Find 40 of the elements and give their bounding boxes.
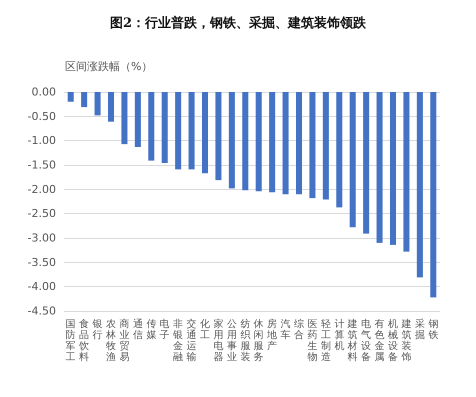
x-tick-label: 银行 (92, 319, 103, 341)
y-tick-label: -3.50 (28, 256, 56, 269)
x-tick-label: 国防军工 (66, 319, 76, 363)
x-tick-label: 电气设备 (361, 318, 372, 363)
y-axis-title: 区间涨跌幅（%） (65, 60, 152, 73)
x-tick-label: 房地产 (266, 318, 278, 352)
chart-title: 图2：行业普跌，钢铁、采掘、建筑装饰领跌 (110, 15, 368, 31)
x-tick-label: 商业贸易 (119, 318, 130, 363)
x-tick-label: 公用事业 (226, 318, 237, 363)
x-tick-label: 休闲服务 (254, 319, 264, 363)
x-tick-label: 建筑装饰 (400, 318, 412, 363)
x-tick-label: 通信 (132, 318, 143, 341)
x-tick-label: 钢铁 (427, 319, 438, 341)
x-tick-label: 医药生物 (307, 319, 318, 363)
y-tick-label: 0.00 (32, 86, 56, 98)
x-tick-label: 传媒 (146, 319, 156, 341)
y-tick-label: -3.00 (28, 232, 56, 244)
x-tick-label: 食品饮料 (78, 318, 90, 363)
x-tick-label: 非银金融 (172, 318, 184, 363)
x-tick-label: 电子 (160, 318, 170, 341)
x-tick-label: 农林牧渔 (105, 319, 116, 363)
x-tick-label: 机械设备 (388, 318, 398, 363)
y-tick-label: -0.50 (28, 110, 56, 123)
x-tick-label: 建筑材料 (346, 318, 358, 363)
x-tick-label: 轻工制造 (320, 318, 331, 363)
y-tick-label: -1.50 (28, 158, 56, 172)
x-tick-label: 采掘 (414, 318, 425, 341)
x-tick-label: 计算机 (334, 318, 344, 352)
y-tick-label: -4.50 (28, 304, 56, 318)
x-tick-label: 纺织服装 (240, 318, 250, 363)
x-tick-label: 化工 (200, 318, 210, 341)
y-tick-label: -4.00 (28, 280, 56, 294)
y-tick-label: -1.00 (28, 134, 56, 148)
x-tick-label: 综合 (294, 318, 304, 341)
x-tick-label: 交通运输 (186, 318, 197, 363)
x-tick-label: 汽车 (280, 318, 291, 341)
x-tick-label: 有色金属 (374, 318, 385, 363)
y-tick-label: -2.00 (28, 182, 56, 196)
y-tick-label: -2.50 (28, 207, 56, 220)
x-tick-label: 家用电器 (213, 318, 224, 363)
